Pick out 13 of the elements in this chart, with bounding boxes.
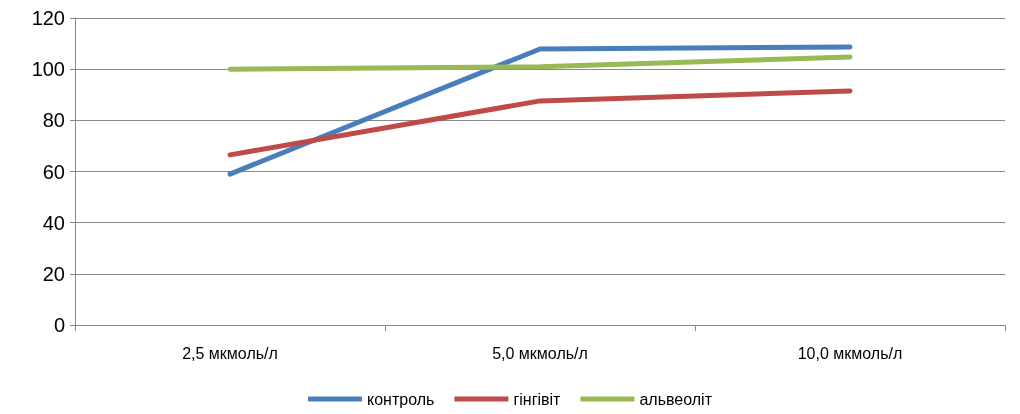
legend-label: контроль	[367, 390, 435, 408]
y-tick-label: 80	[42, 109, 65, 132]
legend-label: гінгівіт	[513, 390, 562, 408]
y-tick-label: 0	[53, 314, 65, 336]
legend-label: альвеоліт	[639, 390, 713, 408]
y-tick-label: 120	[31, 7, 65, 29]
y-tick-label: 60	[42, 160, 65, 183]
x-tick-label: 10,0 мкмоль/л	[797, 344, 903, 362]
x-tick-label: 2,5 мкмоль/л	[182, 344, 278, 362]
y-tick-label: 100	[31, 58, 65, 81]
y-tick-label: 20	[42, 262, 65, 285]
y-tick-label: 40	[42, 211, 65, 234]
x-tick-label: 5,0 мкмоль/л	[492, 344, 588, 362]
